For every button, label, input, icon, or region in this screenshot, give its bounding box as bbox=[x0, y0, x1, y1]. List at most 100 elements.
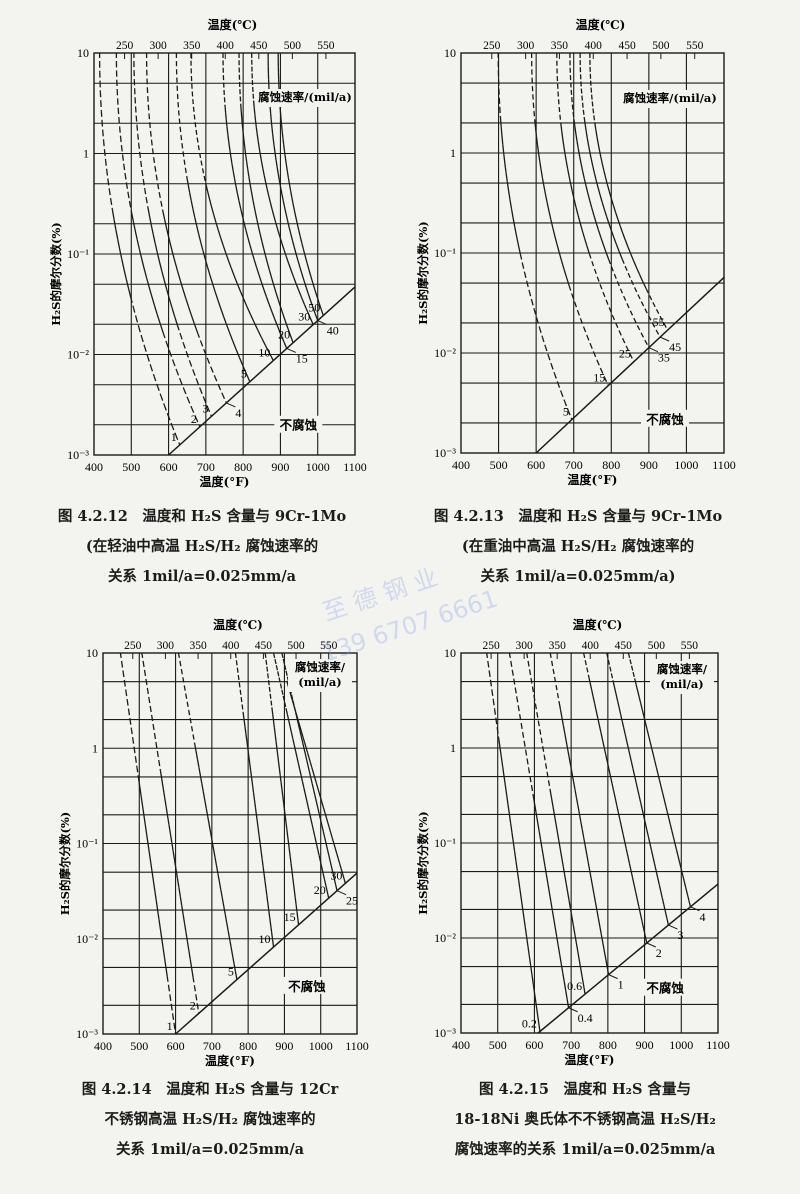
curve-segment-solid bbox=[539, 839, 543, 849]
curve-segment-solid bbox=[268, 303, 273, 312]
curve-segment-solid bbox=[259, 233, 263, 242]
curve-segment-solid bbox=[314, 777, 317, 783]
curve-segment-solid bbox=[266, 262, 271, 271]
x-tick-label: 1000 bbox=[674, 458, 698, 472]
curve-segment-dashed bbox=[553, 373, 559, 384]
y-tick-label: 1 bbox=[450, 146, 456, 160]
curve-segment-dashed bbox=[647, 315, 653, 324]
curve-segment-dashed bbox=[532, 94, 535, 103]
curve-segment-solid bbox=[217, 229, 222, 238]
curve-segment-dashed bbox=[284, 664, 287, 671]
curve-segment-solid bbox=[613, 686, 617, 694]
y-tick-label: 10⁻² bbox=[434, 346, 456, 360]
curve-segment-dashed bbox=[156, 385, 162, 397]
curve-segment-dashed bbox=[207, 358, 212, 369]
curve-segment-solid bbox=[605, 216, 610, 224]
curve-segment-dashed bbox=[583, 327, 588, 336]
curve-segment-dashed bbox=[134, 98, 137, 108]
x-tick-label: 800 bbox=[602, 458, 620, 472]
curve-segment-solid bbox=[303, 747, 306, 755]
curve-segment-solid bbox=[519, 889, 522, 900]
curve-segment-solid bbox=[296, 911, 299, 919]
curve-segment-dashed bbox=[130, 729, 134, 739]
curve-segment-solid bbox=[163, 219, 168, 229]
curve-segment-solid bbox=[252, 100, 255, 108]
curve-segment-solid bbox=[183, 923, 187, 933]
curve-segment-solid bbox=[536, 1012, 540, 1023]
curve-segment-solid bbox=[547, 883, 551, 893]
curve-segment-solid bbox=[600, 156, 603, 164]
curve-segment-solid bbox=[507, 804, 510, 814]
curve-segment-solid bbox=[241, 118, 244, 126]
curve-segment-dashed bbox=[533, 695, 537, 705]
caption-fig-4-2-15: 图 4.2.15 温度和 H₂S 含量与 18-18Ni 奥氏体不不锈钢高温 H… bbox=[405, 1075, 765, 1165]
curve-segment-solid bbox=[202, 250, 206, 259]
no-corrosion-label-bg bbox=[641, 978, 690, 996]
curve-segment-dashed bbox=[125, 183, 129, 194]
x-tick-label: 1100 bbox=[345, 1039, 369, 1053]
curve-segment-solid bbox=[597, 918, 601, 927]
x-tick-label: 800 bbox=[234, 460, 252, 474]
curve-segment-solid bbox=[501, 135, 504, 145]
curve-segment-solid bbox=[300, 775, 304, 782]
curve-segment-dashed bbox=[567, 410, 573, 420]
curve-segment-solid bbox=[173, 860, 177, 870]
curve-segment-solid bbox=[603, 747, 607, 755]
curve-segment-dashed bbox=[146, 688, 150, 699]
curve-segment-solid bbox=[310, 777, 313, 784]
curve-segment-dashed bbox=[119, 137, 123, 147]
curve-segment-solid bbox=[319, 819, 323, 826]
curve-label-leader bbox=[646, 942, 656, 948]
curve-label: 15 bbox=[593, 371, 605, 385]
curve-segment-solid bbox=[169, 833, 173, 843]
curve-segment-dashed bbox=[181, 143, 184, 152]
curve-segment-dashed bbox=[528, 291, 533, 301]
x2-tick-label: 450 bbox=[255, 640, 273, 652]
curve-segment-solid bbox=[315, 782, 319, 788]
curve-segment-solid bbox=[281, 193, 284, 201]
curve-segment-solid bbox=[214, 291, 219, 300]
curve-label: 25 bbox=[619, 347, 631, 361]
curve-segment-solid bbox=[558, 840, 561, 850]
curve-segment-solid bbox=[246, 741, 249, 749]
curve-segment-solid bbox=[309, 317, 314, 325]
curve-segment-solid bbox=[533, 993, 537, 1004]
curve-segment-dashed bbox=[117, 99, 119, 110]
curve-segment-solid bbox=[282, 138, 285, 145]
curve-segment-solid bbox=[638, 795, 642, 803]
curve-segment-dashed bbox=[593, 268, 598, 278]
curve-segment-solid bbox=[312, 789, 316, 796]
curve-segment-dashed bbox=[192, 99, 195, 107]
y-tick-label: 10⁻³ bbox=[434, 446, 456, 460]
curve-segment-solid bbox=[147, 207, 151, 217]
curve-segment-dashed bbox=[149, 706, 153, 717]
curve-segment-solid bbox=[614, 797, 618, 806]
curve-segment-solid bbox=[626, 741, 629, 749]
curve-segment-solid bbox=[652, 754, 656, 762]
curve-segment-solid bbox=[593, 214, 597, 223]
curve-segment-dashed bbox=[268, 686, 271, 694]
curve-segment-solid bbox=[209, 832, 213, 841]
curve-segment-dashed bbox=[524, 272, 528, 283]
curve-segment-solid bbox=[208, 824, 212, 833]
x-tick-label: 400 bbox=[452, 1038, 470, 1052]
curve-segment-solid bbox=[278, 179, 282, 187]
curve-segment-dashed bbox=[570, 89, 573, 98]
curve-segment-solid bbox=[586, 853, 589, 863]
curve-segment-dashed bbox=[589, 343, 595, 353]
curve-segment-dashed bbox=[637, 294, 642, 302]
curve-segment-solid bbox=[158, 919, 162, 930]
curve-segment-solid bbox=[299, 730, 302, 737]
no-corrosion-label: 不腐蚀 bbox=[646, 981, 684, 996]
curve-segment-dashed bbox=[119, 652, 123, 663]
curve-segment-solid bbox=[117, 239, 121, 250]
caption-line: (在轻油中高温 H₂S/H₂ 腐蚀速率的 bbox=[85, 538, 319, 555]
curve-segment-solid bbox=[298, 290, 303, 298]
curve-segment-solid bbox=[633, 775, 637, 783]
curve-segment-dashed bbox=[140, 161, 143, 172]
curve-segment-solid bbox=[664, 911, 668, 919]
curve-segment-solid bbox=[611, 783, 615, 791]
curve-segment-dashed bbox=[155, 742, 159, 753]
curve-segment-dashed bbox=[627, 652, 631, 660]
curve-segment-solid bbox=[630, 253, 635, 262]
